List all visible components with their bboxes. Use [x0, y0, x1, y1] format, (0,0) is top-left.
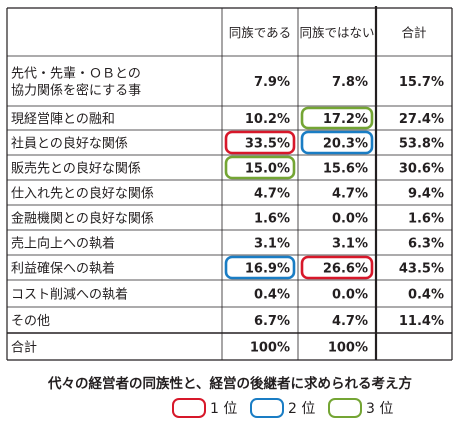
- legend-label-rank-2: 2 位: [288, 401, 316, 417]
- highlight-rank-1: [300, 255, 374, 280]
- cell-value: 11.4%: [399, 314, 444, 329]
- cell-value: 100%: [250, 341, 290, 356]
- row-label: 利益確保への執着: [11, 261, 115, 277]
- cell-value: 16.9%: [245, 262, 290, 277]
- row-label: 協力関係を密にする事: [11, 83, 141, 99]
- cell-value: 27.4%: [399, 112, 444, 127]
- row-label: その他: [11, 314, 50, 329]
- row-label: 仕入れ先との良好な関係: [11, 186, 154, 202]
- cell-value: 26.6%: [323, 262, 368, 277]
- legend-label-rank-1: 1 位: [210, 401, 238, 417]
- cell-value: 30.6%: [399, 162, 444, 177]
- cell-value: 15.0%: [245, 162, 290, 177]
- cell-value: 0.0%: [332, 212, 368, 227]
- row-label: 売上向上への執着: [11, 236, 115, 252]
- cell-value: 4.7%: [332, 187, 368, 202]
- row-label: 現経営陣との融和: [11, 112, 115, 127]
- cell-value: 0.4%: [408, 288, 444, 303]
- column-header: 同族ではない: [299, 25, 374, 40]
- cell-value: 15.6%: [323, 162, 368, 177]
- legend-item-rank-1: 1 位: [172, 393, 237, 423]
- cell-value: 100%: [328, 341, 368, 356]
- row-label: コスト削減への執着: [11, 287, 128, 303]
- highlight-rank-2: [224, 255, 296, 280]
- cell-value: 15.7%: [399, 75, 444, 90]
- cell-value: 3.1%: [332, 237, 368, 252]
- column-header: 同族である: [229, 25, 291, 40]
- cell-value: 3.1%: [254, 237, 290, 252]
- row-label: 販売先との良好な関係: [11, 161, 141, 177]
- cell-value: 10.2%: [245, 112, 290, 127]
- cell-value: 9.4%: [408, 187, 444, 202]
- row-label: 先代・先輩・ＯＢとの: [11, 67, 141, 82]
- column-header: 合計: [401, 25, 426, 40]
- cell-value: 1.6%: [408, 212, 444, 227]
- row-label: 合計: [11, 340, 37, 356]
- cell-value: 33.5%: [245, 137, 290, 152]
- highlight-rank-2: [300, 130, 374, 155]
- cell-value: 0.4%: [254, 288, 290, 303]
- legend-label-rank-3: 3 位: [366, 401, 394, 417]
- cell-value: 0.0%: [332, 288, 368, 303]
- legend-swatch-rank-1: [172, 398, 206, 418]
- highlight-rank-3: [300, 106, 374, 130]
- legend-swatch-rank-3: [328, 398, 362, 418]
- table-caption: 代々の経営者の同族性と、経営の後継者に求められる考え方: [48, 376, 412, 392]
- cell-value: 4.7%: [254, 187, 290, 202]
- cell-value: 53.8%: [399, 137, 444, 152]
- legend-item-rank-3: 3 位: [328, 393, 393, 423]
- cell-value: 20.3%: [323, 137, 368, 152]
- cell-value: 4.7%: [332, 314, 368, 329]
- legend-swatch-rank-2: [250, 398, 284, 418]
- cell-value: 6.7%: [254, 314, 290, 329]
- cell-value: 43.5%: [399, 262, 444, 277]
- row-label: 社員との良好な関係: [11, 136, 128, 152]
- cell-value: 1.6%: [254, 212, 290, 227]
- cell-value: 6.3%: [408, 237, 444, 252]
- row-label: 金融機関との良好な関係: [11, 211, 154, 227]
- legend-item-rank-2: 2 位: [250, 393, 315, 423]
- cell-value: 17.2%: [323, 112, 368, 127]
- cell-value: 7.9%: [254, 75, 290, 90]
- cell-value: 7.8%: [332, 75, 368, 90]
- highlight-rank-1: [224, 130, 296, 155]
- highlight-rank-3: [224, 155, 296, 180]
